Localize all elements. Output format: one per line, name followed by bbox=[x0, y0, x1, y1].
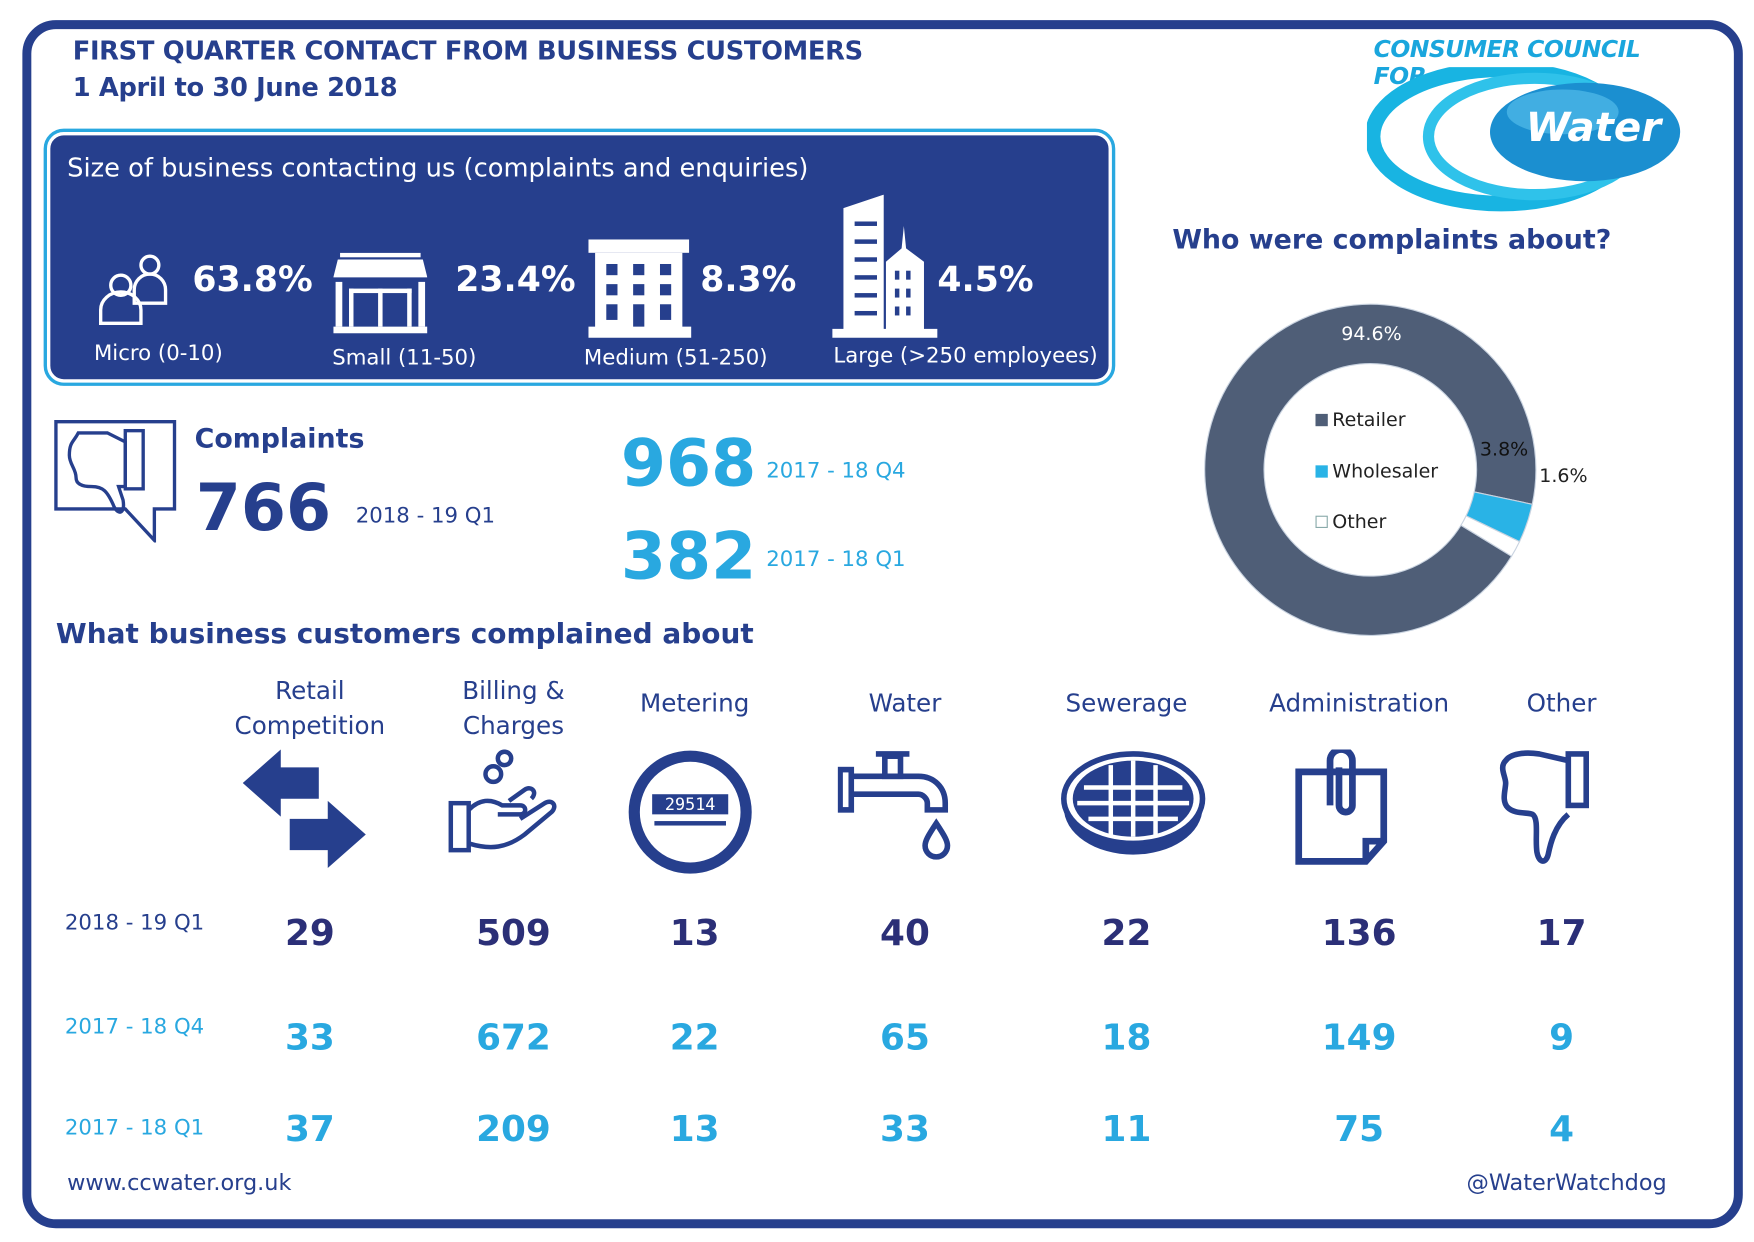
table-cell: 33 bbox=[880, 1107, 930, 1150]
donut-title: Who were complaints about? bbox=[1172, 223, 1612, 256]
complaints-q4-period: 2017 - 18 Q4 bbox=[766, 458, 906, 484]
micro-percent: 63.8% bbox=[192, 259, 313, 300]
website-link[interactable]: www.ccwater.org.uk bbox=[67, 1168, 292, 1196]
table-cell: 18 bbox=[1101, 1015, 1152, 1059]
manhole-icon bbox=[1061, 751, 1206, 855]
legend-swatch bbox=[1315, 515, 1328, 528]
thumbs-down-icon bbox=[1499, 750, 1589, 864]
complaints-current-value: 766 bbox=[195, 469, 332, 546]
legend-label: Wholesaler bbox=[1332, 460, 1439, 484]
infographic-frame bbox=[22, 20, 1743, 1229]
page-subtitle: 1 April to 30 June 2018 bbox=[72, 73, 398, 103]
table-cell: 136 bbox=[1321, 911, 1397, 955]
complaints-label: Complaints bbox=[194, 422, 365, 455]
legend-swatch bbox=[1315, 465, 1328, 478]
column-header: Water bbox=[868, 690, 942, 719]
svg-text:29514: 29514 bbox=[665, 794, 715, 814]
table-cell: 672 bbox=[476, 1015, 551, 1059]
meter-icon: 29514 bbox=[628, 750, 752, 874]
logo-text: CONSUMER COUNCIL FOR bbox=[1373, 35, 1641, 90]
legend-label: Retailer bbox=[1332, 409, 1406, 432]
table-cell: 149 bbox=[1321, 1015, 1397, 1059]
column-header: Sewerage bbox=[1065, 690, 1188, 719]
table-cell: 33 bbox=[284, 1015, 335, 1059]
large-percent: 4.5% bbox=[937, 259, 1034, 300]
column-header: Other bbox=[1526, 690, 1597, 719]
donut-slice-retailer bbox=[1204, 303, 1537, 636]
legend-item-other: Other bbox=[1315, 511, 1387, 534]
table-cell: 65 bbox=[880, 1015, 930, 1059]
large-label: Large (>250 employees) bbox=[833, 343, 1098, 369]
row-period-label: 2017 - 18 Q1 bbox=[64, 1115, 205, 1140]
slice-label-wholesaler: 3.8% bbox=[1479, 438, 1529, 461]
table-cell: 40 bbox=[880, 911, 930, 955]
micro-label: Micro (0-10) bbox=[93, 341, 223, 366]
twitter-handle[interactable]: @WaterWatchdog bbox=[1466, 1168, 1667, 1196]
people-icon bbox=[98, 254, 168, 325]
slice-label-retailer: 94.6% bbox=[1341, 323, 1402, 346]
table-cell: 37 bbox=[284, 1107, 335, 1150]
table-cell: 22 bbox=[1101, 911, 1152, 955]
thumbs-down-speech-icon bbox=[54, 420, 177, 543]
table-cell: 13 bbox=[669, 911, 720, 955]
row-period-label: 2018 - 19 Q1 bbox=[64, 910, 205, 936]
business-size-title: Size of business contacting us (complain… bbox=[67, 154, 809, 184]
table-cell: 509 bbox=[476, 911, 551, 955]
legend-item-retailer: Retailer bbox=[1315, 409, 1406, 432]
table-cell: 209 bbox=[476, 1107, 551, 1150]
donut-chart bbox=[1204, 303, 1537, 636]
table-cell: 9 bbox=[1549, 1015, 1575, 1059]
column-header: Billing & Charges bbox=[462, 677, 565, 741]
table-cell: 13 bbox=[669, 1107, 720, 1150]
slice-label-other: 1.6% bbox=[1539, 465, 1588, 488]
ccwater-logo: CONSUMER COUNCIL FOR Water bbox=[1366, 34, 1691, 213]
legend-label: Other bbox=[1332, 511, 1387, 534]
clipboard-icon bbox=[1295, 749, 1388, 865]
categories-title: What business customers complained about bbox=[55, 617, 754, 650]
table-cell: 17 bbox=[1536, 911, 1587, 955]
shop-icon bbox=[333, 252, 428, 334]
logo-word: Water bbox=[1525, 105, 1662, 152]
legend-item-wholesaler: Wholesaler bbox=[1315, 461, 1438, 483]
table-cell: 75 bbox=[1334, 1107, 1385, 1150]
table-cell: 22 bbox=[669, 1015, 720, 1059]
medium-percent: 8.3% bbox=[700, 259, 797, 300]
table-cell: 11 bbox=[1101, 1107, 1152, 1150]
column-header: Administration bbox=[1269, 690, 1450, 719]
swap-arrows-icon bbox=[242, 749, 366, 869]
donut-slice-other bbox=[1460, 515, 1521, 557]
complaints-q1-period: 2017 - 18 Q1 bbox=[766, 547, 906, 572]
column-header: Retail Competition bbox=[234, 677, 386, 741]
column-header: Metering bbox=[639, 690, 750, 719]
business-size-panel bbox=[43, 128, 1116, 386]
row-period-label: 2017 - 18 Q4 bbox=[64, 1014, 205, 1040]
office-building-icon bbox=[588, 239, 692, 338]
hand-coins-icon bbox=[448, 749, 557, 853]
logo-swoosh-icon bbox=[1366, 67, 1681, 212]
small-percent: 23.4% bbox=[455, 259, 576, 300]
legend-swatch bbox=[1315, 413, 1328, 427]
skyscraper-icon bbox=[832, 194, 938, 338]
table-cell: 29 bbox=[284, 911, 335, 955]
small-label: Small (11-50) bbox=[332, 345, 477, 371]
complaints-current-period: 2018 - 19 Q1 bbox=[355, 503, 496, 528]
complaints-q4-value: 968 bbox=[620, 425, 757, 502]
table-cell: 4 bbox=[1549, 1107, 1575, 1150]
page-title: FIRST QUARTER CONTACT FROM BUSINESS CUST… bbox=[72, 36, 863, 66]
medium-label: Medium (51-250) bbox=[583, 345, 768, 371]
tap-icon bbox=[837, 751, 951, 860]
complaints-q1-value: 382 bbox=[620, 517, 757, 594]
